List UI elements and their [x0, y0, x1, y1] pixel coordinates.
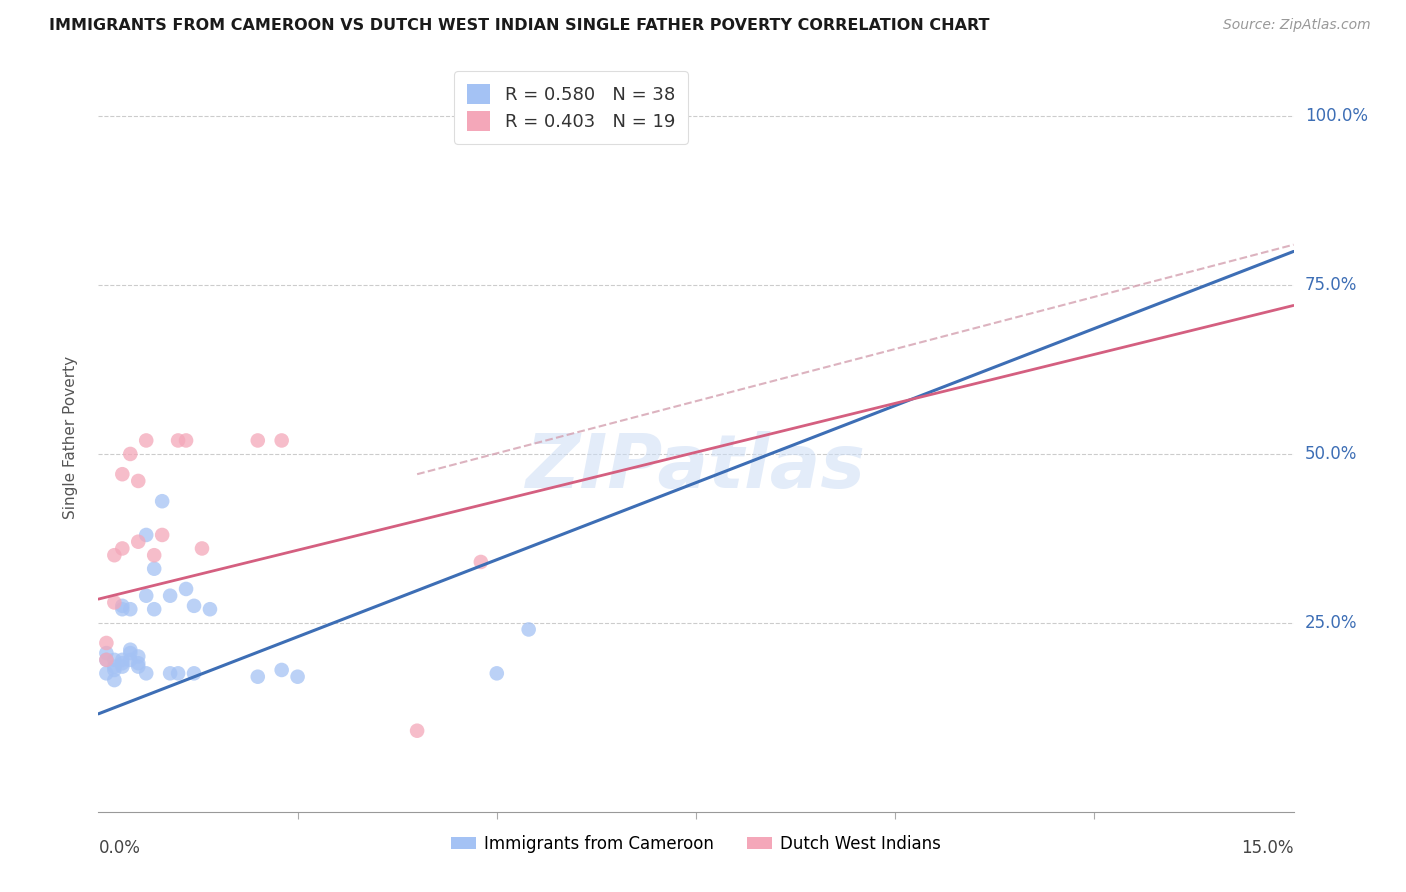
Point: [103, 595, 125, 609]
Legend: Immigrants from Cameroon, Dutch West Indians: Immigrants from Cameroon, Dutch West Ind…: [444, 829, 948, 860]
Point: [111, 653, 134, 667]
Point: [103, 663, 125, 677]
Point: [167, 666, 190, 681]
Point: [143, 548, 166, 562]
Point: [150, 494, 173, 508]
Point: [198, 602, 221, 616]
Point: [485, 666, 508, 681]
Point: [159, 666, 181, 681]
Point: [150, 528, 173, 542]
Point: [127, 474, 149, 488]
Text: ZIPatlas: ZIPatlas: [526, 431, 866, 504]
Text: Source: ZipAtlas.com: Source: ZipAtlas.com: [1223, 18, 1371, 32]
Point: [111, 602, 134, 616]
Point: [135, 666, 157, 681]
Text: 25.0%: 25.0%: [1305, 614, 1357, 632]
Point: [406, 723, 429, 738]
Point: [470, 555, 492, 569]
Point: [111, 599, 134, 613]
Point: [120, 653, 142, 667]
Text: 100.0%: 100.0%: [1305, 107, 1368, 126]
Point: [135, 528, 157, 542]
Point: [103, 659, 125, 673]
Point: [127, 534, 149, 549]
Point: [167, 434, 190, 448]
Point: [103, 653, 125, 667]
Point: [127, 659, 149, 673]
Point: [135, 589, 157, 603]
Point: [246, 670, 269, 684]
Y-axis label: Single Father Poverty: Single Father Poverty: [63, 356, 77, 518]
Point: [111, 541, 134, 556]
Point: [135, 434, 157, 448]
Point: [103, 548, 125, 562]
Point: [127, 657, 149, 671]
Point: [96, 666, 118, 681]
Point: [96, 653, 118, 667]
Point: [127, 649, 149, 664]
Point: [143, 602, 166, 616]
Point: [103, 673, 125, 687]
Point: [120, 646, 142, 660]
Point: [120, 642, 142, 657]
Point: [517, 623, 540, 637]
Point: [111, 657, 134, 671]
Point: [96, 653, 118, 667]
Point: [96, 646, 118, 660]
Point: [111, 659, 134, 673]
Point: [96, 636, 118, 650]
Point: [159, 589, 181, 603]
Point: [270, 663, 292, 677]
Point: [143, 562, 166, 576]
Point: [174, 582, 197, 596]
Text: 0.0%: 0.0%: [98, 839, 141, 857]
Point: [174, 434, 197, 448]
Point: [246, 434, 269, 448]
Point: [183, 666, 205, 681]
Text: 50.0%: 50.0%: [1305, 445, 1357, 463]
Point: [287, 670, 309, 684]
Text: 75.0%: 75.0%: [1305, 277, 1357, 294]
Point: [120, 602, 142, 616]
Point: [120, 447, 142, 461]
Point: [183, 599, 205, 613]
Point: [191, 541, 214, 556]
Text: IMMIGRANTS FROM CAMEROON VS DUTCH WEST INDIAN SINGLE FATHER POVERTY CORRELATION : IMMIGRANTS FROM CAMEROON VS DUTCH WEST I…: [49, 18, 990, 33]
Text: 15.0%: 15.0%: [1241, 839, 1294, 857]
Point: [111, 467, 134, 482]
Point: [270, 434, 292, 448]
